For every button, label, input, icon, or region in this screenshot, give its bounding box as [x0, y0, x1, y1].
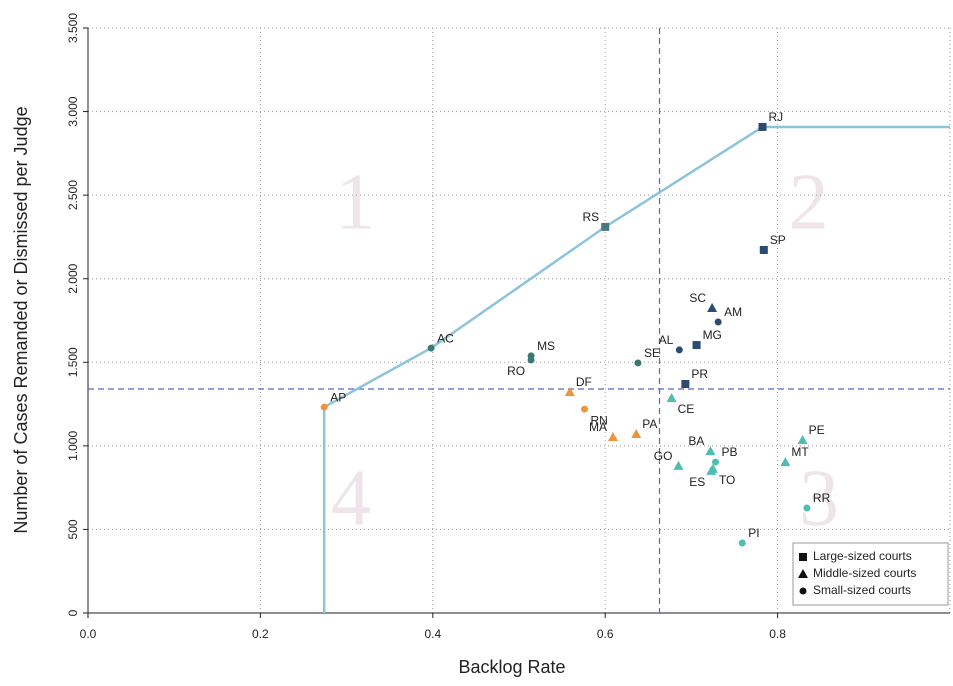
marker-triangle: [780, 457, 791, 467]
marker-triangle: [673, 460, 684, 470]
quadrant-number: 4: [331, 454, 371, 542]
marker-circle: [712, 458, 720, 466]
legend-label: Large-sized courts: [813, 549, 912, 563]
point-label: AP: [330, 390, 346, 404]
point-label: SE: [644, 346, 660, 360]
x-tick-label: 0.6: [597, 627, 614, 641]
marker-circle: [714, 318, 722, 326]
point-label: TO: [719, 473, 735, 487]
marker-circle: [675, 346, 683, 354]
point-label: RS: [583, 210, 600, 224]
point-label: PE: [809, 423, 825, 437]
y-tick-label: 0: [66, 609, 80, 616]
point-label: AC: [437, 331, 454, 345]
y-tick-label: 1.000: [66, 431, 80, 461]
point-label: RO: [507, 364, 525, 378]
point-label: AM: [724, 305, 742, 319]
marker-triangle: [798, 569, 808, 578]
point-label: MA: [589, 420, 607, 434]
marker-circle: [320, 403, 328, 411]
marker-triangle: [707, 302, 718, 312]
marker-circle: [527, 356, 535, 364]
marker-square: [799, 553, 807, 561]
quadrant-number: 2: [789, 159, 829, 247]
marker-square: [601, 222, 610, 231]
y-tick-label: 1.500: [66, 347, 80, 377]
quadrant-number: 3: [799, 454, 839, 542]
point-label: MS: [537, 339, 555, 353]
legend-label: Small-sized courts: [813, 583, 911, 597]
point-label: PB: [722, 445, 738, 459]
marker-circle: [581, 405, 589, 413]
point-label: RR: [813, 491, 831, 505]
point-label: DF: [576, 375, 592, 389]
point-label: MG: [703, 328, 722, 342]
marker-triangle: [706, 465, 717, 475]
y-tick-label: 3.500: [66, 13, 80, 43]
marker-triangle: [607, 431, 618, 441]
legend-box: [792, 542, 949, 606]
marker-triangle: [631, 428, 642, 438]
legend: Large-sized courts Middle-sized courts Sma…: [792, 542, 949, 606]
legend-label: Middle-sized courts: [813, 566, 916, 580]
point-label: PA: [642, 417, 657, 431]
marker-square: [758, 122, 767, 131]
marker-circle: [803, 504, 811, 512]
marker-triangle: [797, 435, 808, 445]
marker-circle: [799, 587, 807, 595]
marker-circle: [427, 344, 435, 352]
y-tick-label: 2.500: [66, 180, 80, 210]
marker-triangle: [564, 387, 575, 397]
y-axis-title: Number of Cases Remanded or Dismissed pe…: [11, 106, 31, 533]
point-label: CE: [678, 402, 695, 416]
x-tick-label: 0.0: [80, 627, 97, 641]
y-tick-label: 3.000: [66, 96, 80, 126]
point-label: PI: [748, 526, 759, 540]
point-label: RN: [591, 413, 608, 427]
x-tick-label: 0.4: [424, 627, 441, 641]
frontier-line: [322, 125, 950, 613]
marker-square: [681, 380, 690, 389]
point-label: RJ: [769, 110, 784, 124]
marker-triangle: [705, 446, 716, 456]
marker-circle: [634, 359, 642, 367]
point-label: SC: [689, 291, 706, 305]
marker-square: [692, 341, 701, 350]
y-tick-label: 2.000: [66, 263, 80, 293]
marker-square: [759, 245, 768, 254]
x-tick-label: 0.2: [252, 627, 269, 641]
point-label: MT: [791, 445, 809, 459]
point-label: PR: [691, 367, 708, 381]
point-label: GO: [654, 449, 673, 463]
point-label: BA: [688, 434, 704, 448]
quadrant-number: 1: [335, 159, 375, 247]
marker-triangle: [666, 393, 677, 403]
point-label: AL: [659, 333, 674, 347]
x-tick-label: 0.8: [769, 627, 786, 641]
point-label: ES: [689, 475, 705, 489]
x-axis-title: Backlog Rate: [458, 657, 565, 677]
y-tick-label: 500: [66, 519, 80, 539]
marker-circle: [738, 539, 746, 547]
point-label: SP: [770, 233, 786, 247]
